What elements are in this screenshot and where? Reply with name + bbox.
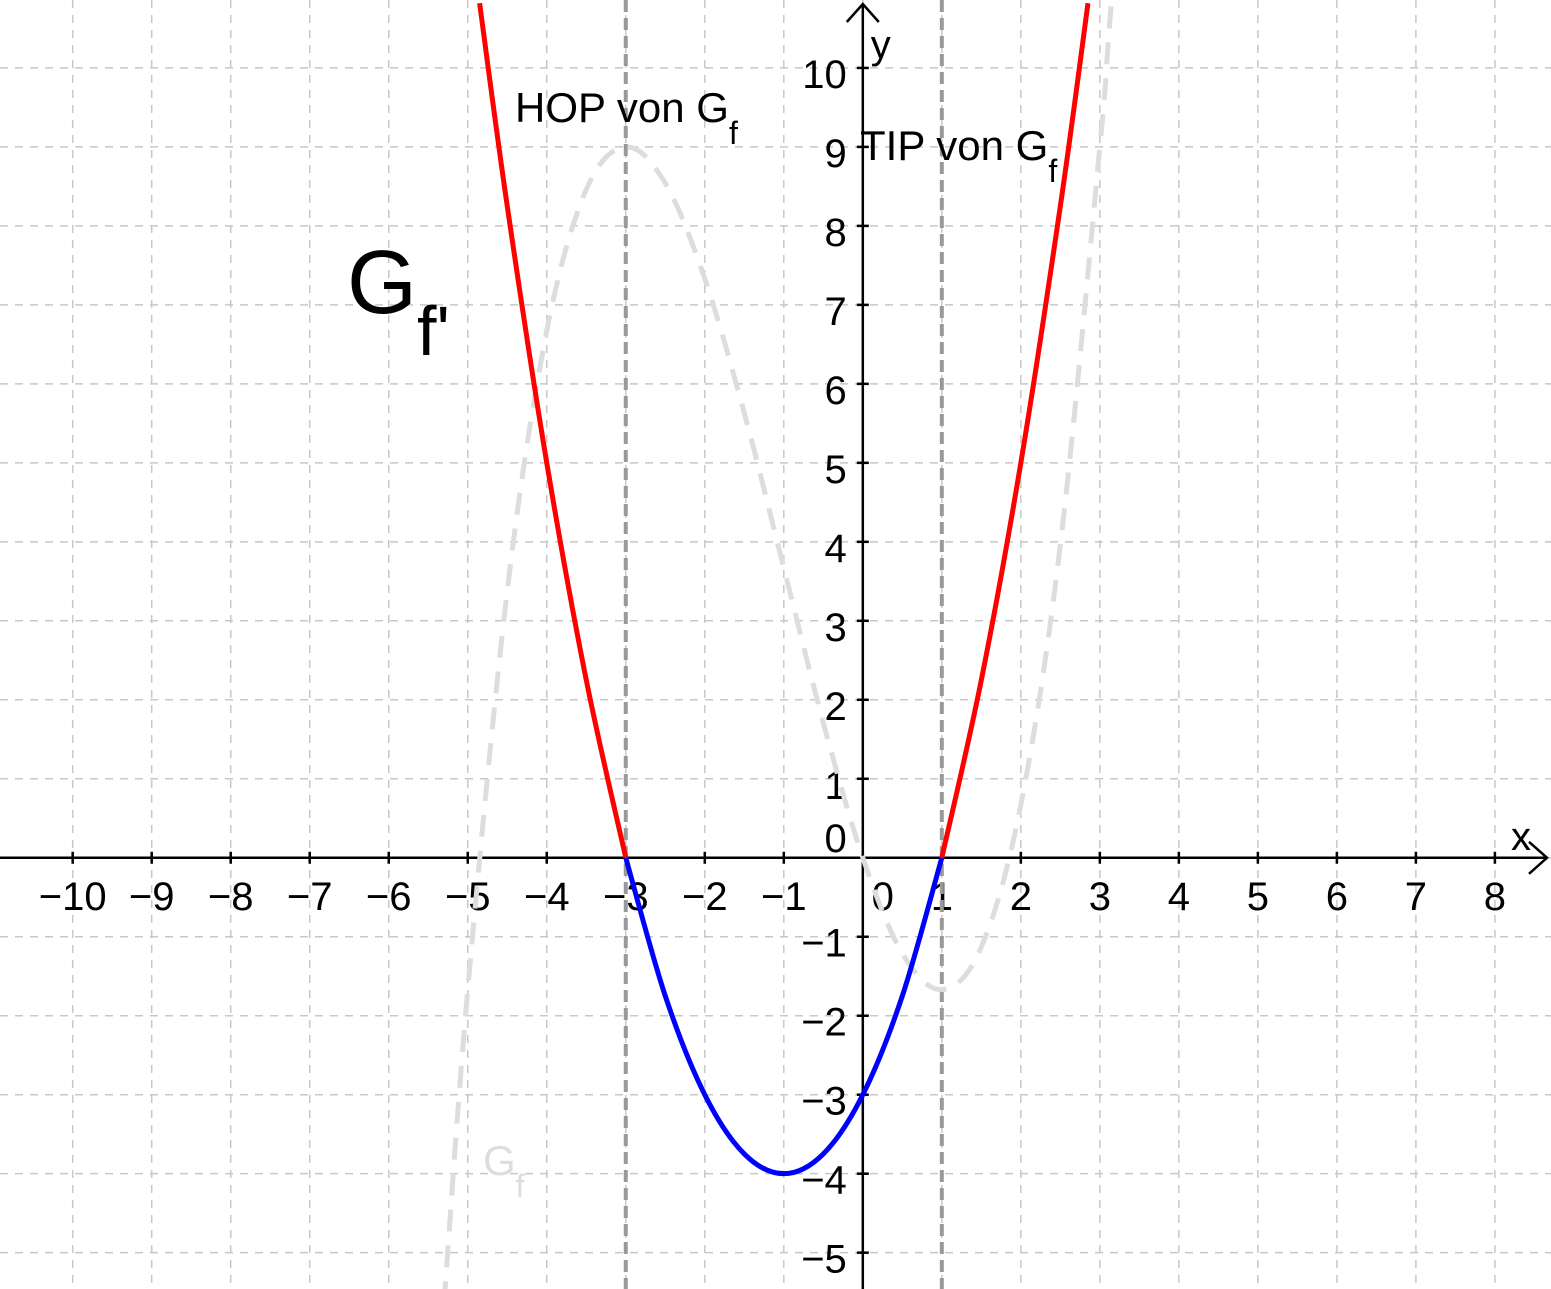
x-tick-label: 3 (1089, 875, 1111, 919)
annotation: Gf (483, 1137, 525, 1204)
x-tick-label: −2 (682, 875, 728, 919)
x-tick-label: −4 (524, 875, 570, 919)
curve (442, 0, 1114, 1289)
curve (477, 2, 629, 859)
x-tick-label: −6 (366, 875, 412, 919)
x-tick-label: 2 (1010, 875, 1032, 919)
annotation-text: HOP von G (515, 84, 729, 131)
x-tick-label: −8 (208, 875, 254, 919)
y-tick-label: 9 (825, 132, 847, 176)
x-tick-label: −5 (445, 875, 491, 919)
x-axis-label: x (1511, 815, 1531, 859)
y-tick-label: −5 (801, 1238, 847, 1282)
curve (939, 2, 1091, 859)
annotation-subscript: f' (417, 292, 450, 370)
annotation-text: G (347, 233, 417, 333)
x-axis-arrow (1528, 840, 1549, 875)
y-tick-label: −1 (801, 922, 847, 966)
y-tick-label: 10 (802, 53, 847, 97)
y-axis-arrow (845, 2, 880, 23)
x-tick-label: 7 (1405, 875, 1427, 919)
x-tick-label: 6 (1326, 875, 1348, 919)
y-tick-label: 0 (825, 817, 847, 861)
y-tick-label: 7 (825, 290, 847, 334)
y-tick-label: 2 (825, 685, 847, 729)
annotation: HOP von Gf (515, 84, 738, 151)
x-tick-label: −1 (761, 875, 807, 919)
annotation-subscript: f (516, 1168, 525, 1204)
y-tick-label: −2 (801, 1001, 847, 1045)
y-tick-label: 8 (825, 211, 847, 255)
y-tick-label: 5 (825, 448, 847, 492)
annotation-subscript: f (1048, 153, 1057, 189)
x-tick-label: 0 (872, 875, 894, 919)
y-axis-label: y (871, 23, 891, 67)
y-tick-label: 4 (825, 527, 847, 571)
annotation-subscript: f (729, 115, 738, 151)
x-tick-label: −9 (129, 875, 175, 919)
annotation: Gf' (347, 233, 450, 370)
x-tick-label: 5 (1247, 875, 1269, 919)
y-tick-label: −3 (801, 1080, 847, 1124)
annotation: TIP von Gf (860, 122, 1057, 189)
y-tick-label: 6 (825, 369, 847, 413)
x-tick-label: −7 (287, 875, 333, 919)
y-tick-label: 1 (825, 764, 847, 808)
y-tick-label: 3 (825, 606, 847, 650)
annotation-text: TIP von G (860, 122, 1048, 169)
x-tick-label: −10 (39, 875, 107, 919)
x-tick-label: 4 (1168, 875, 1190, 919)
annotation-text: G (483, 1137, 516, 1184)
curve (623, 857, 945, 1177)
x-tick-label: 8 (1484, 875, 1506, 919)
